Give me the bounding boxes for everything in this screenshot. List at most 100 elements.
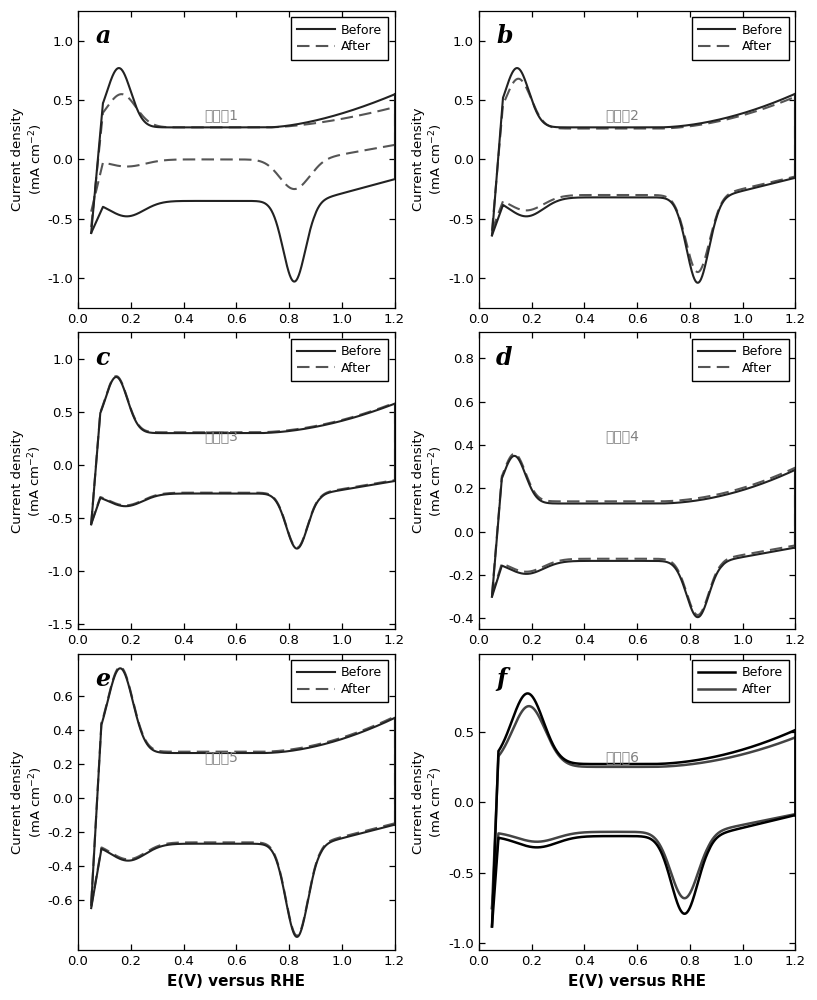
After — [663, 760, 673, 772]
Line: Before: Before — [492, 693, 795, 926]
Before — [270, 746, 280, 758]
After — [87, 897, 96, 909]
Legend: Before, After: Before, After — [291, 660, 388, 702]
Before — [790, 724, 800, 736]
Before — [263, 121, 273, 133]
Before — [523, 687, 533, 699]
Before — [317, 113, 327, 125]
Line: After: After — [492, 79, 795, 231]
After — [348, 411, 358, 423]
Before — [390, 88, 400, 100]
Line: Before: Before — [92, 668, 395, 905]
Before — [510, 450, 520, 462]
After — [317, 419, 327, 431]
After — [270, 121, 280, 133]
After — [105, 685, 114, 697]
Before — [270, 121, 280, 133]
Before — [263, 427, 273, 439]
After — [506, 450, 516, 462]
After — [317, 737, 327, 749]
Before — [748, 740, 758, 752]
Before — [105, 77, 114, 89]
After — [672, 122, 681, 134]
After — [105, 379, 114, 391]
Text: f: f — [496, 667, 507, 691]
Legend: Before, After: Before, After — [692, 339, 789, 381]
Text: 实施例3: 实施例3 — [204, 429, 239, 443]
Before — [717, 749, 727, 761]
Text: b: b — [496, 24, 513, 48]
Before — [672, 757, 681, 769]
Y-axis label: Current density
(mA cm$^{-2}$): Current density (mA cm$^{-2}$) — [412, 750, 445, 854]
After — [390, 711, 400, 723]
After — [390, 397, 400, 409]
After — [263, 746, 273, 758]
Legend: Before, After: Before, After — [692, 660, 789, 702]
After — [117, 88, 127, 100]
After — [348, 111, 358, 123]
Before — [717, 490, 727, 502]
Before — [672, 497, 681, 509]
Before — [390, 712, 400, 724]
Before — [280, 426, 290, 438]
Text: e: e — [96, 667, 110, 691]
Text: 实施例1: 实施例1 — [204, 108, 239, 122]
After — [663, 495, 673, 507]
Before — [87, 899, 96, 911]
Before — [663, 757, 673, 769]
After — [717, 487, 727, 499]
After — [87, 517, 96, 529]
Before — [681, 756, 690, 768]
After — [681, 759, 690, 771]
Before — [506, 718, 516, 730]
Text: a: a — [96, 24, 110, 48]
After — [717, 753, 727, 765]
After — [748, 106, 758, 118]
Text: 实施例6: 实施例6 — [605, 751, 640, 765]
Before — [348, 104, 358, 116]
After — [390, 101, 400, 113]
After — [672, 495, 681, 507]
Y-axis label: Current density
(mA cm$^{-2}$): Current density (mA cm$^{-2}$) — [11, 108, 45, 211]
After — [105, 97, 114, 109]
After — [790, 731, 800, 743]
Before — [506, 70, 516, 82]
After — [270, 745, 280, 757]
Before — [748, 481, 758, 493]
Line: Before: Before — [492, 456, 795, 597]
Before — [263, 747, 273, 759]
Before — [280, 120, 290, 132]
Before — [111, 371, 121, 383]
After — [263, 121, 273, 133]
X-axis label: E(V) versus RHE: E(V) versus RHE — [568, 974, 706, 989]
After — [270, 425, 280, 437]
X-axis label: E(V) versus RHE: E(V) versus RHE — [167, 974, 306, 989]
Before — [681, 120, 690, 132]
Before — [115, 662, 125, 674]
Line: Before: Before — [92, 68, 395, 233]
Before — [87, 227, 96, 239]
Before — [487, 591, 497, 603]
Y-axis label: Current density
(mA cm$^{-2}$): Current density (mA cm$^{-2}$) — [11, 429, 44, 533]
Before — [487, 229, 497, 241]
After — [487, 902, 497, 914]
After — [348, 728, 358, 740]
Legend: Before, After: Before, After — [692, 17, 789, 60]
After — [681, 121, 690, 133]
Before — [390, 398, 400, 410]
After — [317, 116, 327, 128]
Line: Before: Before — [492, 68, 795, 235]
After — [717, 114, 727, 126]
After — [280, 121, 290, 133]
After — [111, 370, 121, 382]
Line: After: After — [492, 454, 795, 594]
Before — [487, 920, 497, 932]
Line: After: After — [92, 376, 395, 523]
After — [87, 221, 96, 233]
Before — [790, 88, 800, 100]
After — [506, 81, 516, 93]
After — [506, 728, 516, 740]
Text: 实施例4: 实施例4 — [605, 429, 639, 443]
After — [280, 425, 290, 437]
After — [510, 448, 520, 460]
